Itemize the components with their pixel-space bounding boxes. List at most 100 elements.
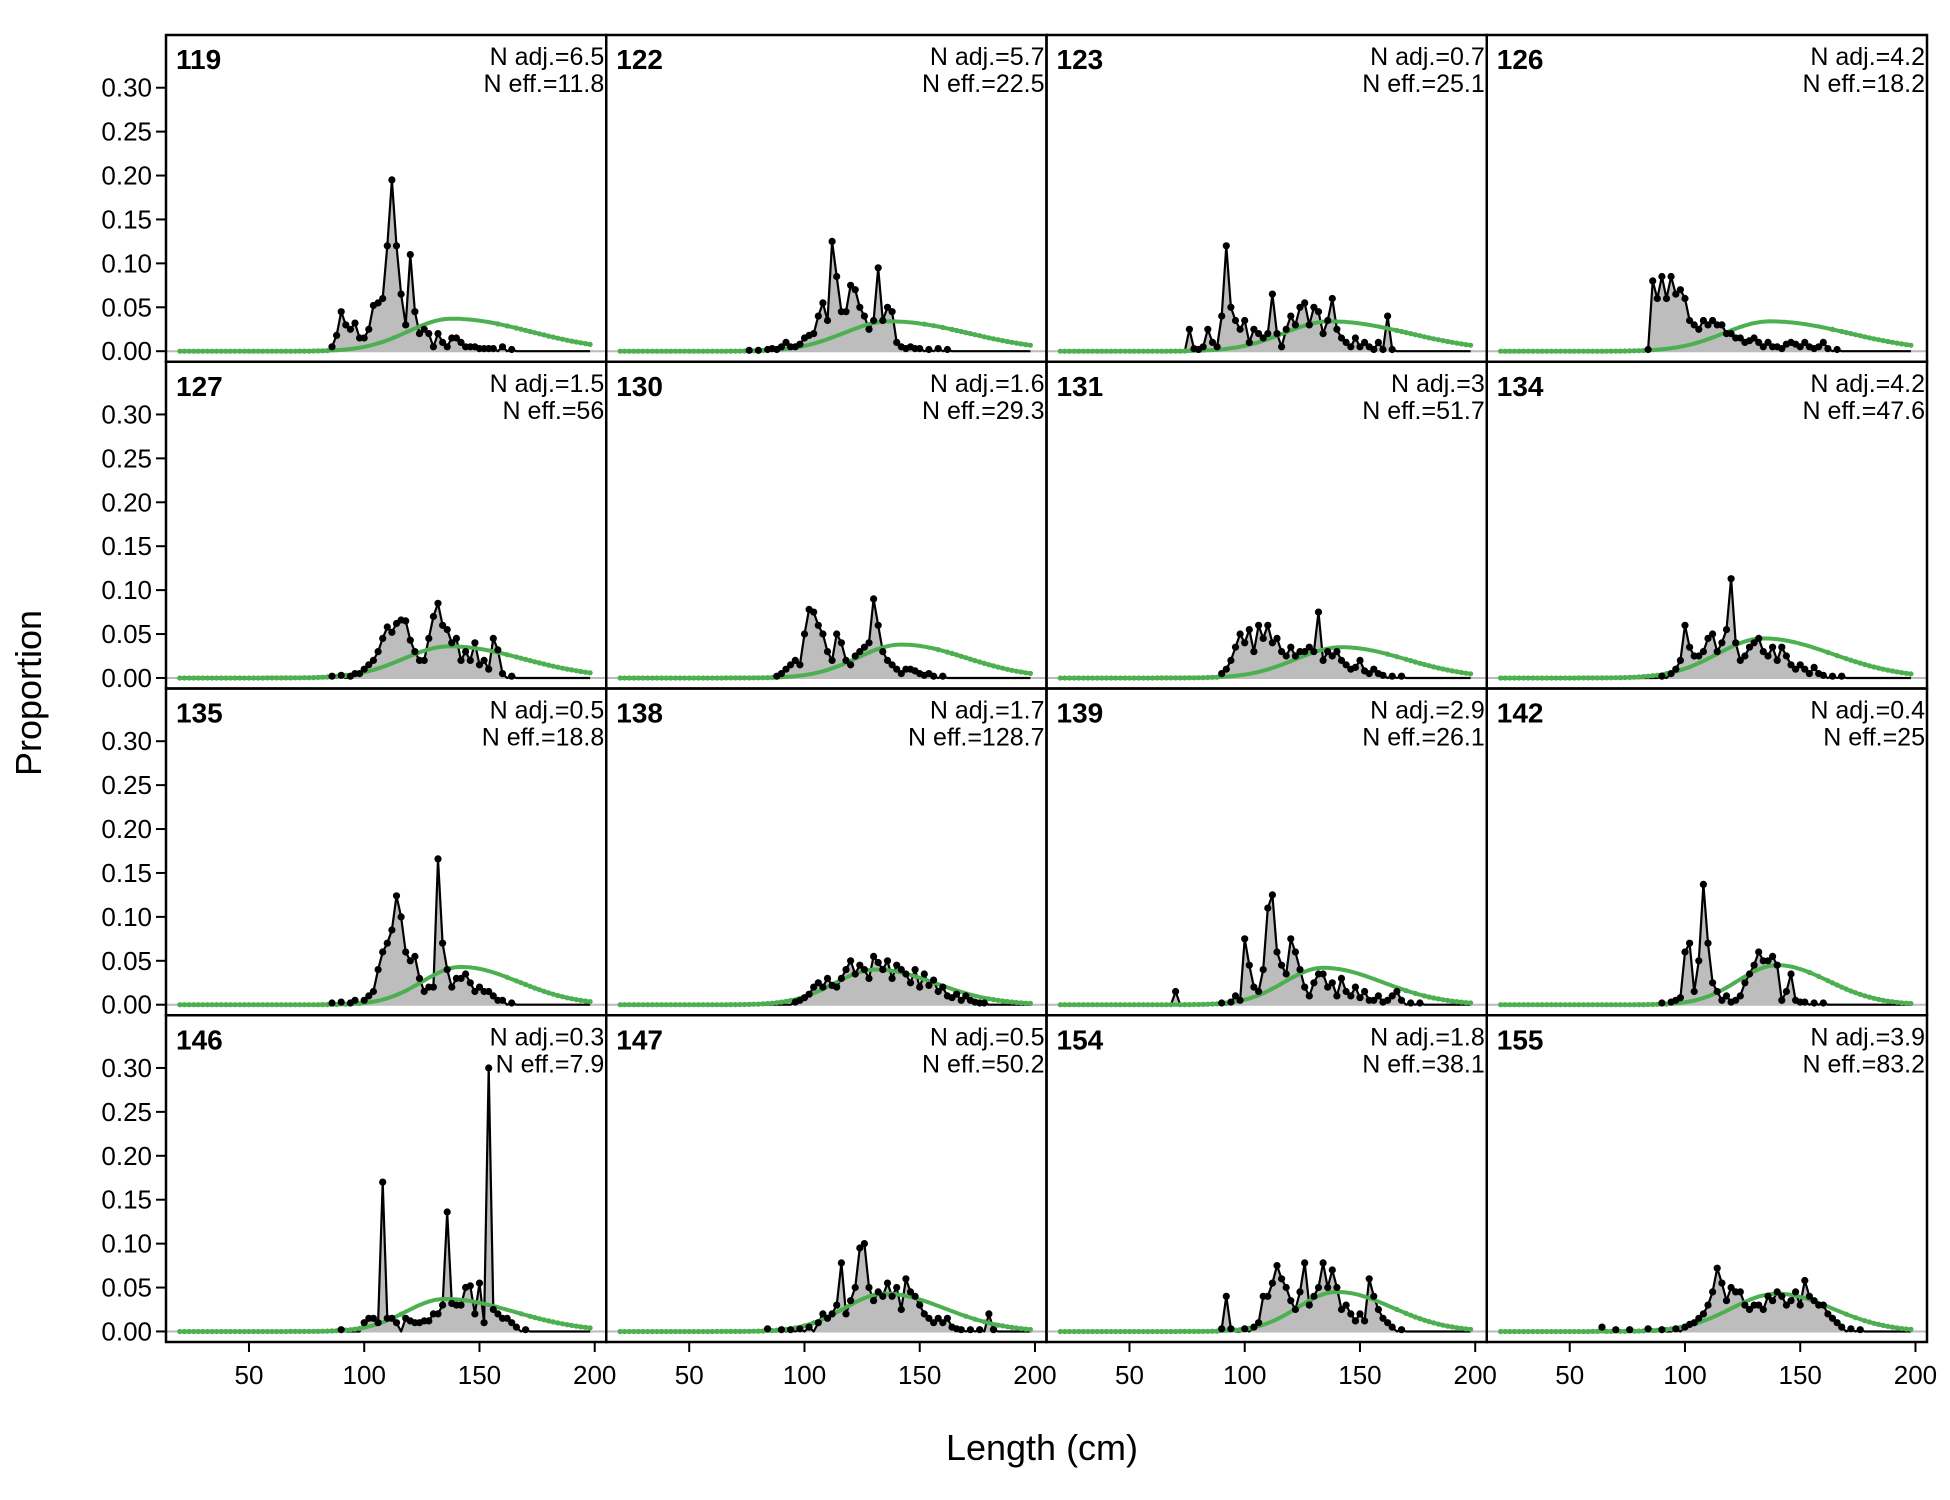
expected-point <box>755 675 762 681</box>
expected-point <box>1502 1328 1508 1335</box>
expected-point <box>297 1002 303 1008</box>
y-tick-label: 0.20 <box>101 161 152 191</box>
expected-point <box>1027 342 1033 348</box>
expected-point <box>232 1002 238 1008</box>
observed-point <box>1227 303 1235 311</box>
expected-point <box>1440 1322 1446 1328</box>
expected-point <box>559 336 566 342</box>
expected-point <box>546 333 552 339</box>
expected-point <box>1604 675 1610 681</box>
observed-point <box>1833 1319 1841 1327</box>
expected-point <box>954 327 960 334</box>
observed-point <box>1287 312 1295 320</box>
expected-point <box>732 1002 738 1008</box>
expected-point <box>255 1328 261 1335</box>
observed-point <box>1778 643 1786 651</box>
panel-n-adj: N adj.=1.8 <box>1370 1023 1485 1051</box>
observed-point <box>1218 999 1226 1007</box>
observed-point <box>1764 1292 1772 1300</box>
observed-point <box>365 992 373 1000</box>
observed-point <box>1342 661 1350 669</box>
expected-point <box>1576 1002 1582 1008</box>
expected-point <box>1622 348 1628 354</box>
expected-point <box>1191 1001 1197 1008</box>
observed-point <box>1324 983 1332 991</box>
expected-point <box>1534 348 1541 354</box>
expected-point <box>218 1328 224 1335</box>
expected-point <box>1622 1002 1628 1008</box>
expected-point <box>1650 1001 1656 1008</box>
x-tick-label: 50 <box>235 1360 264 1390</box>
y-tick-label: 0.05 <box>101 292 152 322</box>
expected-point <box>587 1325 593 1331</box>
expected-point <box>191 1002 197 1008</box>
observed-point <box>893 665 901 673</box>
panel-119: 119 N adj.=6.5N eff.=11.8 <box>164 33 608 363</box>
y-tick-label: 0.05 <box>101 1273 152 1303</box>
expected-point <box>1163 1002 1169 1008</box>
expected-point <box>981 334 987 340</box>
expected-point <box>718 1002 725 1008</box>
expected-point <box>246 1002 252 1008</box>
expected-point <box>1530 1002 1536 1008</box>
expected-point <box>1191 675 1197 681</box>
observed-point <box>1782 652 1790 660</box>
expected-point <box>1209 1001 1216 1007</box>
expected-point <box>1196 1001 1202 1008</box>
expected-point <box>1880 338 1886 344</box>
expected-point <box>765 1000 771 1007</box>
observed-point <box>902 970 910 978</box>
expected-point <box>691 348 697 354</box>
expected-point <box>700 675 706 681</box>
observed-point <box>1690 987 1698 996</box>
expected-point <box>1885 998 1891 1004</box>
y-tick-label: 0.25 <box>101 117 152 147</box>
expected-point <box>1511 348 1517 354</box>
expected-point <box>1140 1328 1146 1335</box>
observed-point <box>374 299 382 307</box>
expected-point <box>209 675 215 681</box>
observed-area <box>1500 1268 1911 1332</box>
expected-point <box>269 348 275 354</box>
observed-point <box>1745 1305 1754 1314</box>
observed-point <box>1690 1319 1698 1327</box>
observed-point <box>1319 970 1327 978</box>
expected-point <box>204 1328 211 1335</box>
observed-point <box>1255 1319 1263 1327</box>
panel-130: 130 N adj.=1.6N eff.=29.3 <box>605 360 1048 690</box>
observed-point <box>388 1314 396 1322</box>
observed-point <box>1782 1301 1790 1309</box>
expected-point <box>626 348 632 354</box>
expected-point <box>559 1321 566 1327</box>
observed-point <box>1695 1314 1703 1322</box>
panel-id-label: 155 <box>1497 1024 1544 1055</box>
panel-id-label: 142 <box>1497 698 1544 729</box>
observed-point <box>842 308 850 316</box>
observed-point <box>1801 1276 1809 1285</box>
expected-point <box>1057 348 1063 354</box>
observed-point <box>342 321 350 329</box>
observed-point <box>485 987 493 996</box>
expected-point <box>1848 331 1854 337</box>
expected-point <box>963 655 969 661</box>
expected-point <box>1880 1322 1886 1328</box>
expected-point <box>352 1326 358 1332</box>
expected-point <box>1412 990 1418 997</box>
expected-point <box>1908 671 1914 677</box>
expected-point <box>760 675 766 681</box>
observed-point <box>939 672 947 680</box>
expected-point <box>1076 1002 1082 1008</box>
observed-point <box>796 1325 804 1333</box>
observed-point <box>512 1323 521 1331</box>
expected-point <box>1903 342 1909 348</box>
observed-point <box>1273 1262 1281 1270</box>
observed-point <box>879 316 887 325</box>
expected-point <box>617 1002 623 1008</box>
expected-point <box>1839 984 1845 990</box>
expected-point <box>287 1002 294 1008</box>
expected-point <box>1435 996 1441 1002</box>
expected-point <box>195 348 201 354</box>
expected-point <box>1013 668 1020 674</box>
expected-point <box>523 327 529 333</box>
expected-point <box>1013 1325 1020 1331</box>
